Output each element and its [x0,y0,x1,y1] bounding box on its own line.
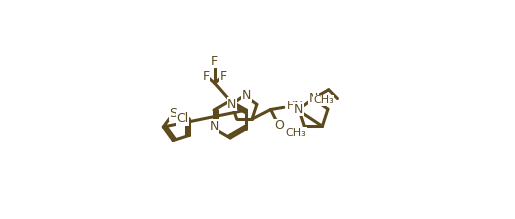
Text: Cl: Cl [176,112,188,125]
Text: F: F [220,70,227,83]
Text: N: N [308,92,318,105]
Text: F: F [211,55,218,68]
Text: HN: HN [287,101,304,111]
Text: O: O [274,119,284,132]
Text: N: N [209,120,219,133]
Text: S: S [169,107,177,120]
Text: N: N [242,89,251,102]
Text: F: F [202,70,210,83]
Text: CH₃: CH₃ [285,128,306,138]
Text: N: N [294,103,303,116]
Text: N: N [227,98,236,111]
Text: CH₃: CH₃ [313,95,334,105]
